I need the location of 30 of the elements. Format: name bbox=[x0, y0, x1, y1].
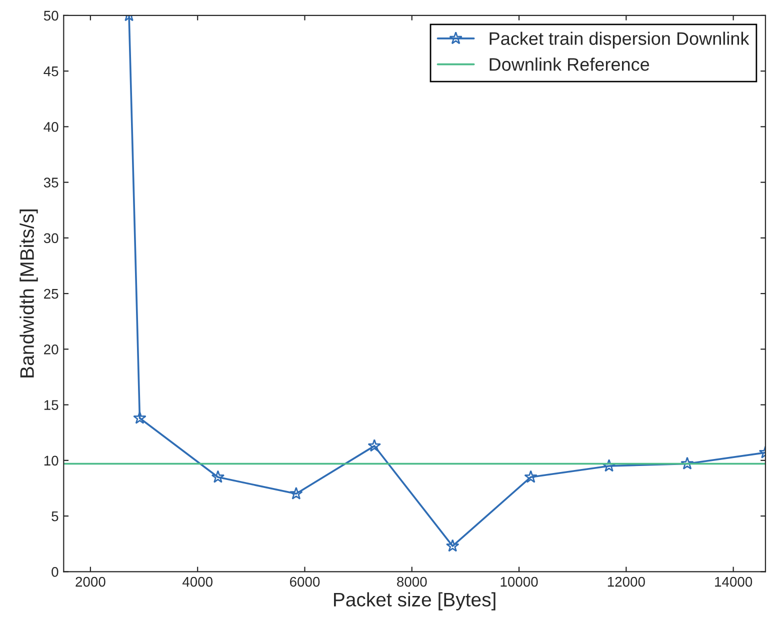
y-tick-label: 25 bbox=[44, 288, 58, 299]
point bbox=[211, 470, 225, 483]
x-tick-label: 2000 bbox=[76, 576, 106, 587]
x-tick-label: 10000 bbox=[500, 576, 538, 587]
y-tick-label: 5 bbox=[52, 512, 58, 522]
x-tick-label: 6000 bbox=[290, 576, 320, 587]
legend-label: Packet train dispersion Downlink bbox=[490, 32, 750, 49]
point bbox=[133, 411, 146, 424]
y-tick-label: 35 bbox=[44, 178, 58, 188]
x-axis-title: Packet size [Bytes] bbox=[334, 592, 496, 610]
point bbox=[290, 486, 303, 500]
y-axis-title: Bandwidth [MBits/s] bbox=[20, 210, 38, 378]
point bbox=[446, 539, 460, 552]
x-tick-label: 12000 bbox=[608, 576, 645, 587]
y-tick-label: 50 bbox=[44, 10, 58, 21]
x-tick-label: 4000 bbox=[182, 576, 212, 587]
y-tick-label: 30 bbox=[44, 233, 58, 244]
y-tick-label: 0 bbox=[52, 566, 58, 577]
y-tick-label: 15 bbox=[44, 400, 58, 410]
point bbox=[524, 470, 538, 483]
y-tick-label: 40 bbox=[44, 122, 58, 132]
legend-label: Downlink Reference bbox=[490, 58, 650, 71]
point bbox=[368, 439, 382, 452]
y-tick-label: 10 bbox=[44, 456, 58, 466]
point bbox=[680, 456, 694, 470]
point bbox=[602, 459, 616, 472]
y-tick-label: 20 bbox=[44, 344, 58, 354]
y-tick-label: 45 bbox=[44, 66, 58, 76]
x-tick-label: 8000 bbox=[397, 576, 427, 587]
x-tick-label: 14000 bbox=[715, 576, 752, 587]
